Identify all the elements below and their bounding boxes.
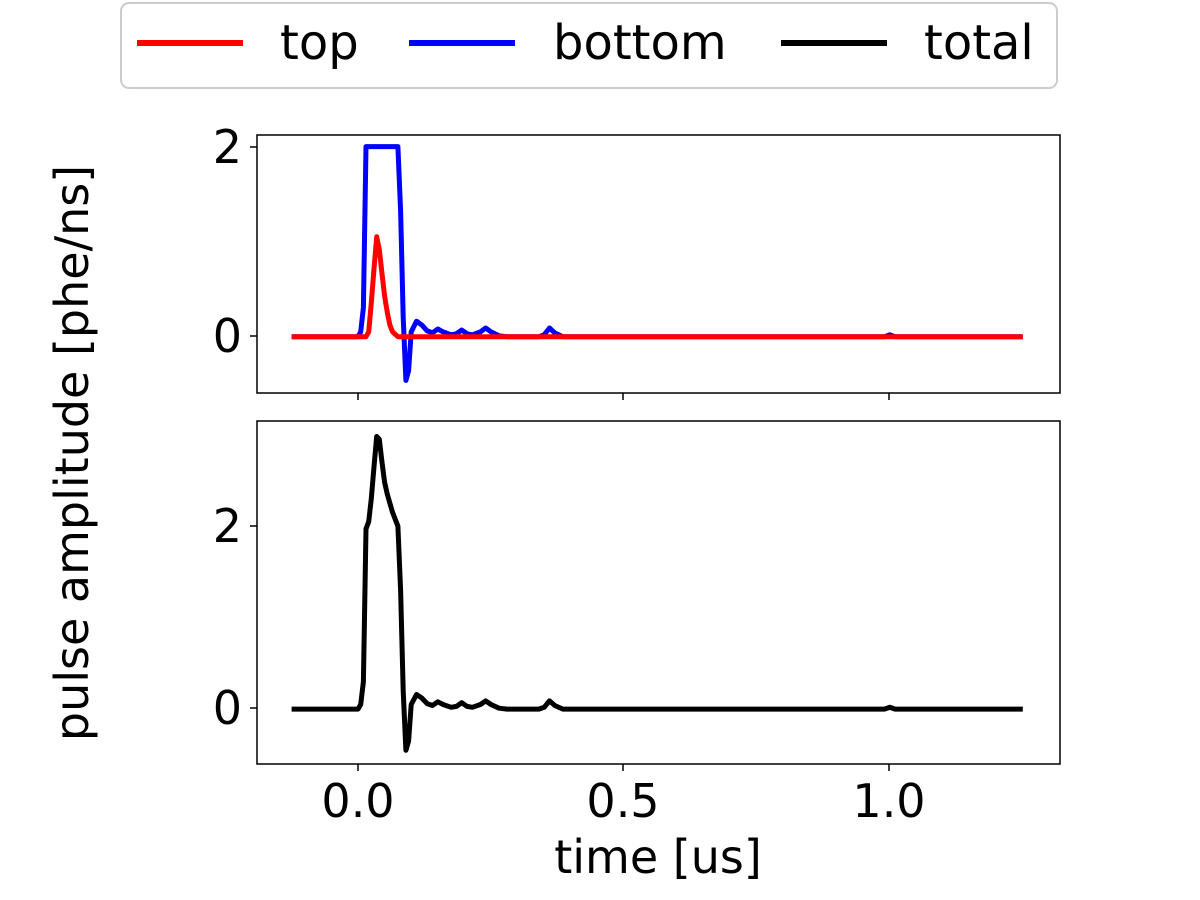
bottom-panel-ytick-label-0: 0 [213,681,242,735]
series-line-bottom [291,144,1023,383]
series-line-total [291,434,1023,753]
top-panel-frame [256,134,1061,394]
bottom-panel-ytick-label-2: 2 [213,499,242,553]
x-axis-label: time [us] [554,830,762,884]
top-panel: 0 2 [213,120,1061,400]
bottom-panel-frame [256,420,1061,765]
xtick-label-0: 0.0 [321,774,394,828]
legend-label-total: total [924,15,1034,71]
legend-label-bottom: bottom [553,15,727,71]
legend-frame [120,2,1058,89]
top-panel-ytick-label-2: 2 [213,120,242,174]
xtick-label-2: 1.0 [852,774,925,828]
legend-label-top: top [280,15,359,71]
xtick-label-1: 0.5 [586,774,659,828]
top-panel-ytick-label-0: 0 [213,309,242,363]
bottom-panel: 0 2 0.0 0.5 1.0 [213,420,1061,828]
series-line-top [291,234,1023,340]
y-axis-label: pulse amplitude [phe/ns] [45,165,99,741]
legend: top bottom total [120,2,1058,89]
